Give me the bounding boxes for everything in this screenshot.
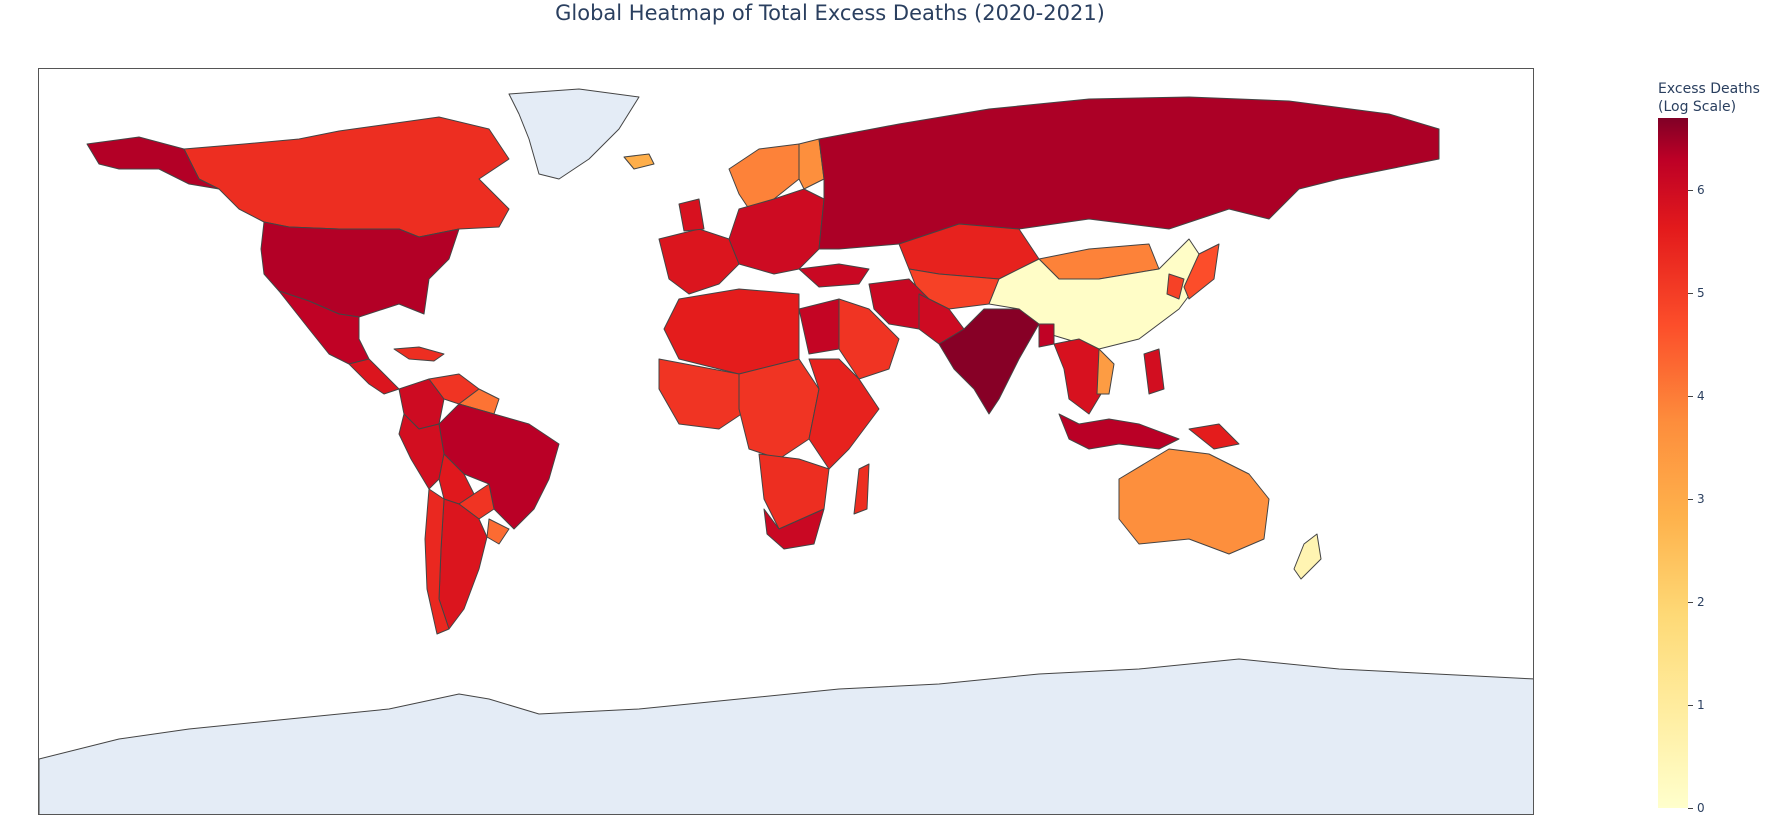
region-madagascar[interactable]	[853, 463, 870, 515]
region-western-europe[interactable]	[658, 228, 740, 295]
colorbar	[1658, 118, 1688, 808]
colorbar-title-line1: Excess Deaths	[1658, 81, 1760, 97]
region-central-africa[interactable]	[738, 358, 820, 460]
region-united-states[interactable]	[260, 221, 460, 318]
colorbar-title-line2: (Log Scale)	[1658, 99, 1737, 115]
region-canada[interactable]	[183, 116, 510, 238]
region-bangladesh[interactable]	[1038, 323, 1055, 348]
colorbar-tick-mark	[1688, 602, 1693, 604]
region-india[interactable]	[938, 308, 1040, 415]
colorbar-tick-mark	[1688, 293, 1693, 295]
region-papua-new-guinea[interactable]	[1188, 423, 1240, 450]
colorbar-tick-label: 6	[1697, 183, 1705, 198]
region-caribbean[interactable]	[393, 346, 445, 362]
region-eastern-europe[interactable]	[728, 188, 825, 275]
region-east-africa[interactable]	[808, 358, 880, 470]
world-map[interactable]	[39, 69, 1534, 815]
region-north-africa[interactable]	[663, 288, 800, 375]
region-southeast-asia[interactable]	[1053, 338, 1105, 415]
region-greenland[interactable]	[508, 88, 640, 180]
colorbar-title: Excess Deaths (Log Scale)	[1658, 80, 1760, 116]
colorbar-tick-mark	[1688, 396, 1693, 398]
region-finland[interactable]	[798, 138, 825, 190]
region-egypt[interactable]	[798, 298, 840, 355]
region-united-kingdom[interactable]	[678, 198, 705, 232]
map-frame[interactable]	[38, 68, 1534, 815]
region-japan[interactable]	[1183, 243, 1220, 300]
region-central-america[interactable]	[348, 358, 400, 395]
region-philippines[interactable]	[1143, 348, 1165, 395]
region-uruguay[interactable]	[486, 518, 510, 545]
colorbar-tick-label: 4	[1697, 389, 1705, 404]
region-mexico[interactable]	[278, 290, 370, 365]
region-chile[interactable]	[424, 488, 450, 635]
colorbar-tick-label: 3	[1697, 492, 1705, 507]
region-australia[interactable]	[1118, 448, 1270, 555]
colorbar-tick-label: 5	[1697, 286, 1705, 301]
region-turkey[interactable]	[798, 263, 870, 288]
colorbar-tick-mark	[1688, 190, 1693, 192]
region-iceland[interactable]	[623, 153, 655, 170]
region-antarctica[interactable]	[39, 658, 1534, 815]
colorbar-tick-mark	[1688, 808, 1693, 809]
region-scandinavia[interactable]	[728, 143, 800, 210]
colorbar-tick-mark	[1688, 705, 1693, 706]
region-vietnam[interactable]	[1096, 348, 1115, 395]
colorbar-tick-label: 1	[1697, 698, 1705, 712]
colorbar-tick-mark	[1688, 499, 1693, 501]
region-indonesia[interactable]	[1058, 413, 1180, 450]
region-new-zealand[interactable]	[1293, 533, 1322, 580]
chart-title: Global Heatmap of Total Excess Deaths (2…	[555, 1, 1105, 25]
region-alaska[interactable]	[86, 136, 220, 190]
colorbar-tick-label: 2	[1697, 595, 1705, 610]
region-south-africa[interactable]	[763, 508, 825, 550]
colorbar-tick-label: 0	[1697, 801, 1705, 815]
region-korea[interactable]	[1166, 273, 1185, 300]
region-russia[interactable]	[818, 96, 1440, 250]
